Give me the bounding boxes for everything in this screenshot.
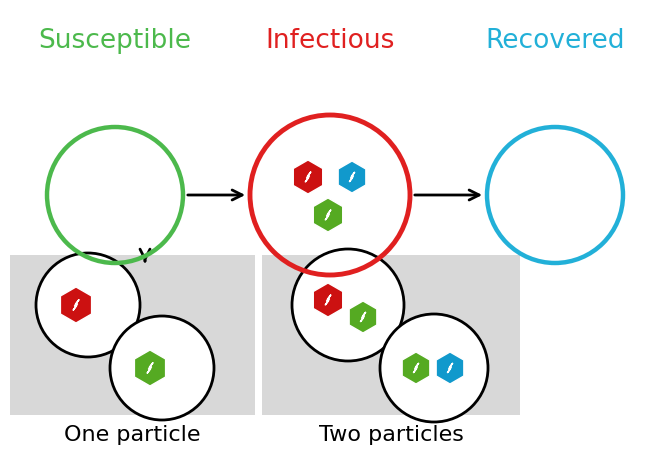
Polygon shape	[402, 352, 430, 384]
FancyBboxPatch shape	[10, 255, 255, 415]
Text: One particle: One particle	[64, 425, 201, 445]
Circle shape	[380, 314, 488, 422]
Polygon shape	[135, 350, 166, 386]
Text: Recovered: Recovered	[486, 28, 625, 54]
Polygon shape	[436, 352, 464, 384]
Circle shape	[36, 253, 140, 357]
Circle shape	[292, 249, 404, 361]
Circle shape	[110, 316, 214, 420]
Polygon shape	[313, 283, 343, 317]
Text: Susceptible: Susceptible	[38, 28, 192, 54]
Text: Infectious: Infectious	[265, 28, 395, 54]
Text: Two particles: Two particles	[318, 425, 463, 445]
Polygon shape	[293, 160, 322, 194]
Polygon shape	[60, 287, 92, 323]
Polygon shape	[313, 198, 343, 232]
Polygon shape	[349, 301, 377, 333]
Polygon shape	[338, 161, 366, 193]
FancyBboxPatch shape	[262, 255, 520, 415]
